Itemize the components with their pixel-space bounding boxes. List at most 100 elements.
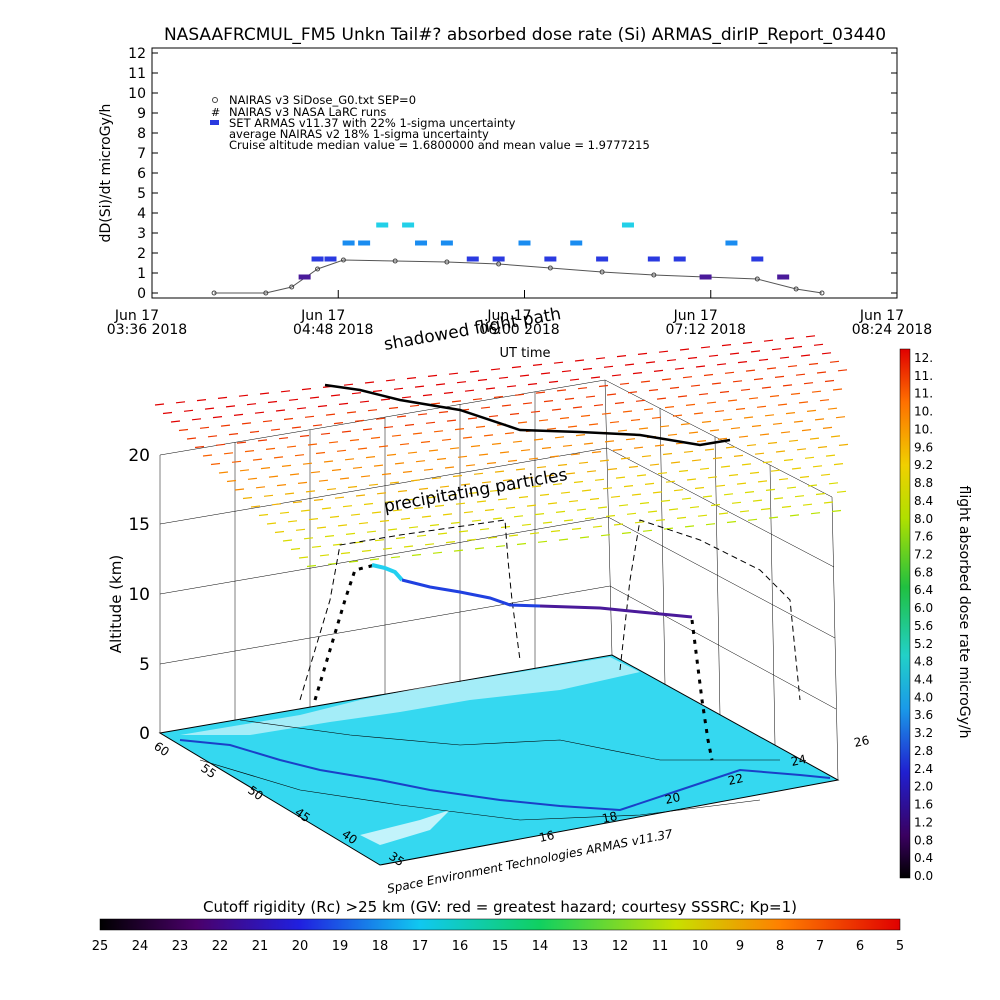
colorbar-tick-label: 3.2 (914, 726, 933, 740)
dose-field-dash (297, 481, 308, 484)
latitude-tick-label: 60 (151, 739, 172, 759)
colorbar-tick-label: 11. (914, 369, 933, 383)
x-tick-time: 07:12 2018 (666, 322, 746, 338)
dose-field-dash (484, 508, 495, 512)
dose-field-dash (417, 413, 428, 416)
rigidity-tick-label: 25 (92, 939, 109, 954)
colorbar-tick-label: 4.4 (914, 673, 933, 687)
dose-field-dash (762, 461, 773, 464)
dose-field-dash (268, 475, 279, 478)
dose-field-dash (255, 486, 266, 489)
dose-field-dash (775, 450, 786, 453)
dose-field-dash (313, 498, 324, 501)
dose-field-dash (809, 437, 820, 440)
dose-field-dash (796, 448, 807, 451)
dose-field-dash (831, 509, 842, 513)
dose-field-dash (403, 545, 414, 548)
dose-field-dash (820, 473, 831, 476)
dose-field-dash (808, 362, 819, 366)
dose-field-dash (510, 487, 521, 490)
dose-field-dash (635, 399, 646, 402)
dose-field-dash (579, 536, 590, 539)
dose-field-dash (817, 446, 828, 449)
dose-field-dash (628, 465, 639, 468)
dose-field-dash (640, 380, 651, 383)
dose-field-dash (710, 503, 721, 507)
dose-field-dash (318, 479, 329, 482)
rigidity-labels: 25 24 23 22 21 20 19 18 17 16 15 14 13 12 11 10 9 8 7 6 5 (92, 939, 904, 954)
dose-field-dash (653, 369, 664, 372)
dose-field-dash (345, 532, 356, 535)
figure-title: NASAAFRCMUL_FM5 Unkn Tail#? absorbed dos… (164, 25, 886, 45)
dose-field-dash (594, 478, 605, 481)
nairas-g0-point (263, 290, 269, 296)
dose-field-dash (527, 383, 538, 386)
dose-field-dash (446, 419, 457, 422)
colorbar-labels: 12. 11. 11. 10. 10. 9.6 9.2 8.8 8.4 8.0 7.6 7.2 6.8 6… (914, 351, 933, 883)
ascent-track (313, 563, 376, 701)
x-tick-time: 03:36 2018 (107, 322, 187, 338)
dose-field-dash (162, 411, 173, 415)
colorbar-tick-label: 7.6 (914, 530, 933, 544)
x-tick-time: 08:24 2018 (852, 322, 932, 338)
dose-field-dash (437, 532, 448, 535)
dose-field-dash (757, 480, 768, 483)
dose-field-dash (410, 479, 421, 482)
dose-field-dash (620, 457, 631, 460)
dose-field-dash (438, 411, 449, 414)
dose-field-dash (368, 483, 379, 486)
armas-point (725, 240, 738, 246)
dose-field-dash (390, 556, 401, 559)
colorbar-tick-label: 11. (914, 387, 933, 401)
dose-field-dash (601, 412, 612, 415)
rigidity-tick-label: 18 (372, 939, 389, 954)
dose-field-dash (499, 451, 510, 454)
armas-point (358, 240, 371, 246)
dose-field-dash (247, 477, 258, 480)
dose-field-dash (433, 430, 444, 433)
dose-field-dash (207, 435, 218, 438)
dose-field-dash (347, 485, 358, 489)
dose-field-dash (783, 458, 794, 462)
dose-field-dash (296, 407, 307, 410)
dose-field-dash (722, 418, 733, 421)
dose-field-dash (788, 439, 799, 442)
dose-field-dash (659, 425, 670, 428)
dose-field-dash (674, 367, 685, 370)
dose-colorbar: 12. 11. 11. 10. 10. 9.6 9.2 8.8 8.4 8.0 7.6 7.2 6.8 6… (899, 348, 972, 883)
armas-point (673, 256, 686, 262)
dose-field-dash (445, 541, 456, 544)
flight-3d-plot: shadowed flight path precipitating parti… (107, 304, 871, 896)
dose-field-dash (647, 510, 658, 513)
y-tick-label: 0 (137, 286, 146, 302)
dose-field-dash (486, 462, 497, 465)
dose-field-dash (745, 369, 756, 372)
dose-field-dash (302, 462, 313, 465)
dose-field-dash (779, 356, 790, 359)
dose-field-dash (667, 433, 678, 436)
x-tick-date: Jun 17 (486, 308, 531, 324)
dose-field-dash (336, 449, 347, 452)
dose-field-dash (350, 513, 361, 516)
dose-field-dash (507, 459, 518, 462)
dose-field-dash (204, 407, 215, 410)
dose-field-dash (332, 543, 343, 546)
dose-field-dash (233, 413, 244, 416)
dose-field-dash (523, 476, 534, 479)
altitude-axis-label: Altitude (km) (107, 555, 125, 653)
dose-field-dash (432, 551, 443, 554)
dose-field-dash (300, 509, 311, 512)
dose-field-dash (774, 375, 785, 378)
dose-field-dash (690, 384, 701, 387)
dose-field-dash (793, 420, 804, 423)
dose-field-dash (630, 418, 641, 422)
nairas-g0-point (651, 272, 657, 278)
dose-field-dash (668, 508, 679, 511)
colorbar-tick-label: 10. (914, 422, 933, 436)
longitude-tick-label: 16 (538, 828, 556, 845)
colorbar-tick-label: 8.0 (914, 512, 933, 526)
dose-field-dash (725, 446, 736, 449)
dose-field-dash (634, 521, 645, 524)
